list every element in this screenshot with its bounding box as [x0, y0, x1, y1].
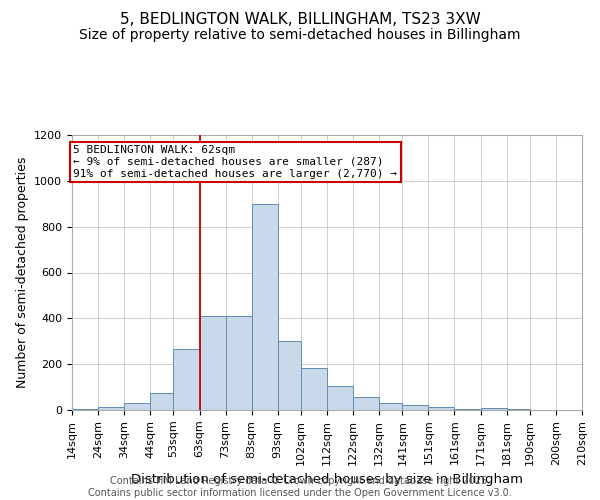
Text: Size of property relative to semi-detached houses in Billingham: Size of property relative to semi-detach…: [79, 28, 521, 42]
Text: 5, BEDLINGTON WALK, BILLINGHAM, TS23 3XW: 5, BEDLINGTON WALK, BILLINGHAM, TS23 3XW: [119, 12, 481, 28]
Bar: [379, 403, 403, 410]
Bar: [98, 406, 124, 410]
Bar: [72, 409, 98, 410]
Bar: [173, 350, 199, 410]
Bar: [199, 316, 226, 410]
Bar: [124, 403, 150, 410]
Bar: [226, 316, 251, 410]
Bar: [150, 393, 173, 410]
Bar: [301, 368, 327, 410]
Bar: [251, 204, 278, 410]
Bar: [428, 407, 455, 410]
Text: 5 BEDLINGTON WALK: 62sqm
← 9% of semi-detached houses are smaller (287)
91% of s: 5 BEDLINGTON WALK: 62sqm ← 9% of semi-de…: [73, 146, 397, 178]
X-axis label: Distribution of semi-detached houses by size in Billingham: Distribution of semi-detached houses by …: [131, 473, 523, 486]
Y-axis label: Number of semi-detached properties: Number of semi-detached properties: [16, 157, 29, 388]
Bar: [353, 398, 379, 410]
Text: Contains HM Land Registry data © Crown copyright and database right 2025.
Contai: Contains HM Land Registry data © Crown c…: [88, 476, 512, 498]
Bar: [278, 341, 301, 410]
Bar: [327, 386, 353, 410]
Bar: [481, 408, 506, 410]
Bar: [403, 406, 428, 410]
Bar: [455, 409, 481, 410]
